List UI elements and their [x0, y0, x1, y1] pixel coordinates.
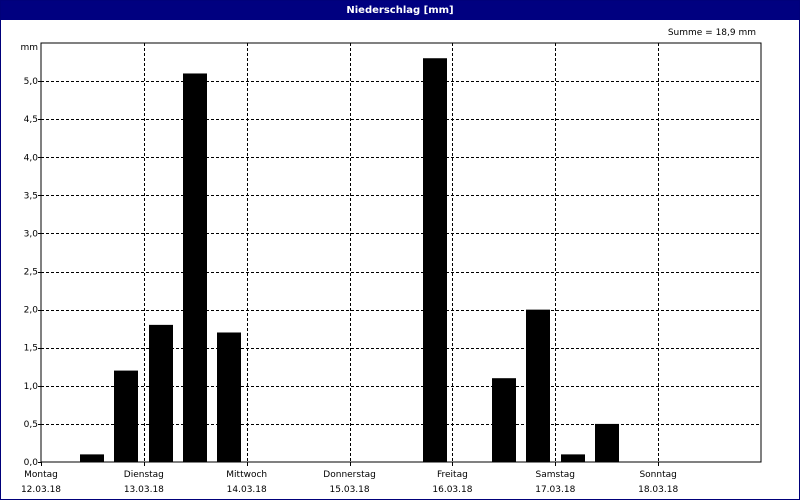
y-tick-label: 4,5 — [24, 115, 38, 125]
y-tick-label: 0,0 — [24, 458, 39, 468]
y-tick-label: 3,0 — [24, 229, 39, 239]
x-tick-date: 15.03.18 — [330, 485, 370, 495]
y-tick-label: 5,0 — [24, 77, 39, 87]
x-tick-day: Donnerstag — [323, 470, 376, 480]
bar — [492, 378, 516, 462]
bar — [595, 423, 619, 462]
bar — [114, 370, 138, 462]
x-tick-date: 14.03.18 — [227, 485, 267, 495]
bar — [526, 309, 550, 462]
bar — [149, 324, 173, 462]
y-tick-label: 0,5 — [24, 420, 38, 430]
x-tick-date: 17.03.18 — [535, 485, 575, 495]
y-tick-label: 3,5 — [24, 191, 38, 201]
y-tick-label: 1,5 — [24, 344, 38, 354]
y-tick-labels: 0,0 0,5 1,0 1,5 2,0 2,5 3,0 3,5 4,0 4,5 5,0 — [24, 77, 41, 468]
x-tick-day: Samstag — [536, 470, 575, 480]
bar — [561, 454, 585, 462]
bar — [423, 58, 447, 463]
sum-label: Summe = 18,9 mm — [668, 28, 756, 38]
bar — [183, 73, 207, 463]
bar — [80, 454, 104, 462]
x-tick-day: Mittwoch — [226, 470, 267, 480]
y-tick-label: 2,5 — [24, 268, 38, 278]
x-tick-day: Dienstag — [124, 470, 164, 480]
x-tick-date: 12.03.18 — [21, 485, 61, 495]
chart-title: Niederschlag [mm] — [1, 1, 799, 20]
x-tick-day: Montag — [24, 470, 58, 480]
y-tick-label: 1,0 — [24, 382, 39, 392]
precipitation-chart: Summe = 18,9 mm mm 0,0 0,5 1,0 1,5 2,0 2,5 3,0… — [20, 28, 762, 495]
x-tick-date: 13.03.18 — [124, 485, 164, 495]
y-axis-unit: mm — [20, 43, 38, 53]
plot-border — [40, 42, 762, 463]
x-tick-day: Sonntag — [639, 470, 676, 480]
bars — [80, 58, 619, 463]
x-tick-date: 18.03.18 — [638, 485, 678, 495]
x-tick-day: Freitag — [437, 470, 468, 480]
x-tick-date: 16.03.18 — [432, 485, 472, 495]
x-tick-labels: Montag 12.03.18 Dienstag 13.03.18 Mittwoch 14… — [21, 462, 678, 495]
y-tick-label: 2,0 — [24, 306, 39, 316]
y-tick-label: 4,0 — [24, 153, 39, 163]
bar — [217, 332, 241, 462]
